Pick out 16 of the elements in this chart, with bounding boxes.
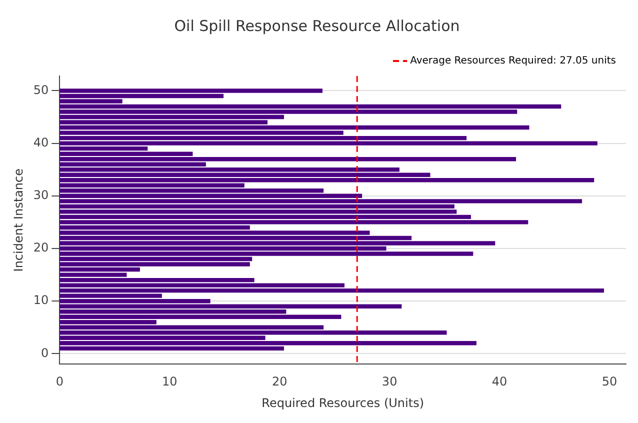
y-tick-label: 0: [41, 346, 49, 360]
y-tick-label: 50: [33, 82, 49, 97]
y-tick-label: 30: [33, 188, 49, 202]
x-tick-label: 50: [602, 374, 618, 389]
x-tick-label: 0: [56, 374, 64, 389]
x-tick-label: 30: [382, 374, 398, 389]
chart-title: Oil Spill Response Resource Allocation: [174, 16, 460, 35]
y-tick-label: 10: [33, 293, 49, 308]
x-tick-label: 10: [162, 374, 178, 389]
legend-label: Average Resources Required: 27.05 units: [410, 56, 616, 67]
x-tick-label: 20: [272, 374, 288, 389]
y-axis-title: Incident Instance: [11, 168, 26, 272]
y-tick-label: 20: [33, 240, 49, 255]
x-tick-label: 40: [492, 374, 508, 389]
x-axis-title: Required Resources (Units): [262, 396, 424, 410]
y-tick-label: 40: [33, 135, 49, 150]
